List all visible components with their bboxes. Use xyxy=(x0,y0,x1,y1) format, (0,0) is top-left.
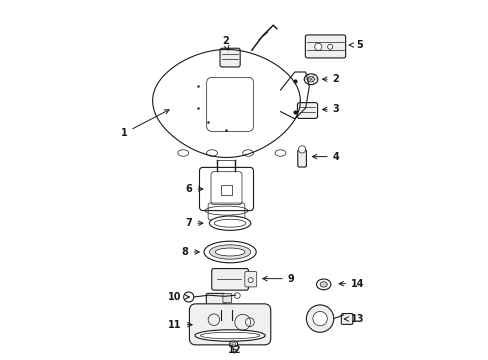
Ellipse shape xyxy=(203,241,256,263)
Text: 12: 12 xyxy=(227,345,241,355)
Ellipse shape xyxy=(229,341,237,347)
FancyBboxPatch shape xyxy=(211,269,248,290)
Circle shape xyxy=(327,44,332,49)
Text: 2: 2 xyxy=(322,74,339,84)
Ellipse shape xyxy=(200,332,259,339)
Text: 13: 13 xyxy=(344,314,364,324)
Text: 9: 9 xyxy=(262,274,294,284)
Text: 8: 8 xyxy=(182,247,199,257)
FancyBboxPatch shape xyxy=(341,314,352,324)
Circle shape xyxy=(234,293,240,298)
Text: 10: 10 xyxy=(168,292,189,302)
Text: 2: 2 xyxy=(222,36,228,50)
Circle shape xyxy=(298,146,305,153)
Ellipse shape xyxy=(320,282,326,287)
Text: 4: 4 xyxy=(312,152,339,162)
Ellipse shape xyxy=(316,279,330,290)
Text: 14: 14 xyxy=(338,279,364,289)
Text: 7: 7 xyxy=(185,218,203,228)
Ellipse shape xyxy=(195,330,264,341)
Text: 1: 1 xyxy=(121,110,169,138)
FancyBboxPatch shape xyxy=(244,271,256,287)
Circle shape xyxy=(314,43,321,50)
Ellipse shape xyxy=(178,150,188,156)
FancyBboxPatch shape xyxy=(223,293,231,303)
Text: 5: 5 xyxy=(348,40,362,50)
Circle shape xyxy=(183,292,193,302)
Ellipse shape xyxy=(209,216,250,230)
Ellipse shape xyxy=(209,245,250,259)
Ellipse shape xyxy=(275,150,285,156)
Ellipse shape xyxy=(206,150,217,156)
FancyBboxPatch shape xyxy=(220,48,240,67)
FancyBboxPatch shape xyxy=(206,293,224,305)
Circle shape xyxy=(312,311,326,326)
Ellipse shape xyxy=(214,219,245,227)
FancyBboxPatch shape xyxy=(297,150,306,167)
Text: 11: 11 xyxy=(168,320,192,330)
Ellipse shape xyxy=(215,248,244,256)
Ellipse shape xyxy=(304,74,317,85)
Ellipse shape xyxy=(242,150,253,156)
Circle shape xyxy=(247,278,253,283)
Text: 3: 3 xyxy=(322,104,339,114)
Circle shape xyxy=(306,305,333,332)
FancyBboxPatch shape xyxy=(305,35,345,58)
FancyBboxPatch shape xyxy=(297,103,317,118)
Text: 6: 6 xyxy=(185,184,203,194)
FancyBboxPatch shape xyxy=(189,304,270,345)
